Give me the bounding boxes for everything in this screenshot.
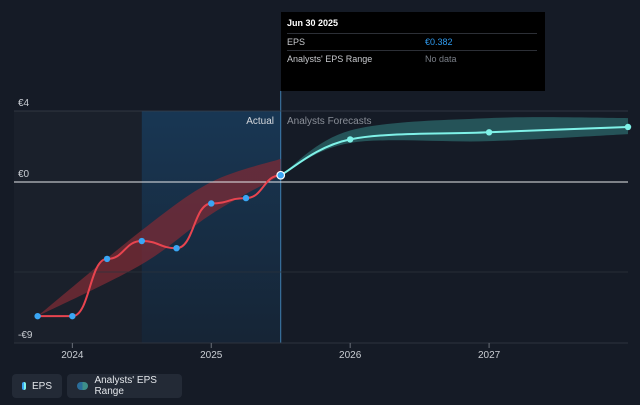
eps-point xyxy=(34,312,41,320)
eps-point xyxy=(208,200,215,207)
forecast-range-band xyxy=(280,117,628,176)
x-tick-label: 2026 xyxy=(339,350,362,361)
tooltip-row-range: Analysts' EPS Range No data xyxy=(287,50,537,67)
forecast-point xyxy=(624,123,632,131)
tooltip: Jun 30 2025 EPS €0.382 Analysts' EPS Ran… xyxy=(281,12,545,91)
eps-point xyxy=(69,312,76,320)
forecast-label: Analysts Forecasts xyxy=(287,116,371,127)
actual-range-band xyxy=(37,158,281,317)
range-swatch-icon xyxy=(77,382,89,390)
y-tick-label: -€9 xyxy=(18,330,33,341)
tooltip-range-label: Analysts' EPS Range xyxy=(287,54,373,64)
eps-point xyxy=(103,255,111,263)
actual-label: Actual xyxy=(246,116,274,127)
eps-forecast-line xyxy=(280,125,629,177)
history-region xyxy=(14,111,142,343)
tooltip-eps-value: €0.382 xyxy=(425,37,453,47)
tooltip-range-value: No data xyxy=(425,54,457,64)
tooltip-eps-label: EPS xyxy=(287,37,306,47)
y-tick-label: €0 xyxy=(18,169,30,180)
forecast-point xyxy=(485,129,493,136)
eps-point xyxy=(173,244,180,252)
eps-point xyxy=(242,194,250,202)
eps-point xyxy=(276,170,286,180)
x-tick-label: 2027 xyxy=(478,350,501,361)
x-tick-label: 2024 xyxy=(61,350,84,361)
forecast-point xyxy=(346,136,354,143)
legend-eps-label: EPS xyxy=(31,380,52,392)
legend-eps[interactable]: EPS xyxy=(12,374,62,398)
legend-range[interactable]: Analysts' EPS Range xyxy=(67,374,182,398)
y-tick-label: €4 xyxy=(18,98,30,109)
eps-point xyxy=(138,237,146,245)
eps-actual-line xyxy=(37,174,281,318)
tooltip-row-eps: EPS €0.382 xyxy=(287,33,537,50)
tooltip-date: Jun 30 2025 xyxy=(287,18,339,28)
legend-range-label: Analysts' EPS Range xyxy=(94,375,157,397)
x-tick-label: 2025 xyxy=(200,350,223,361)
eps-swatch-icon xyxy=(22,382,26,390)
